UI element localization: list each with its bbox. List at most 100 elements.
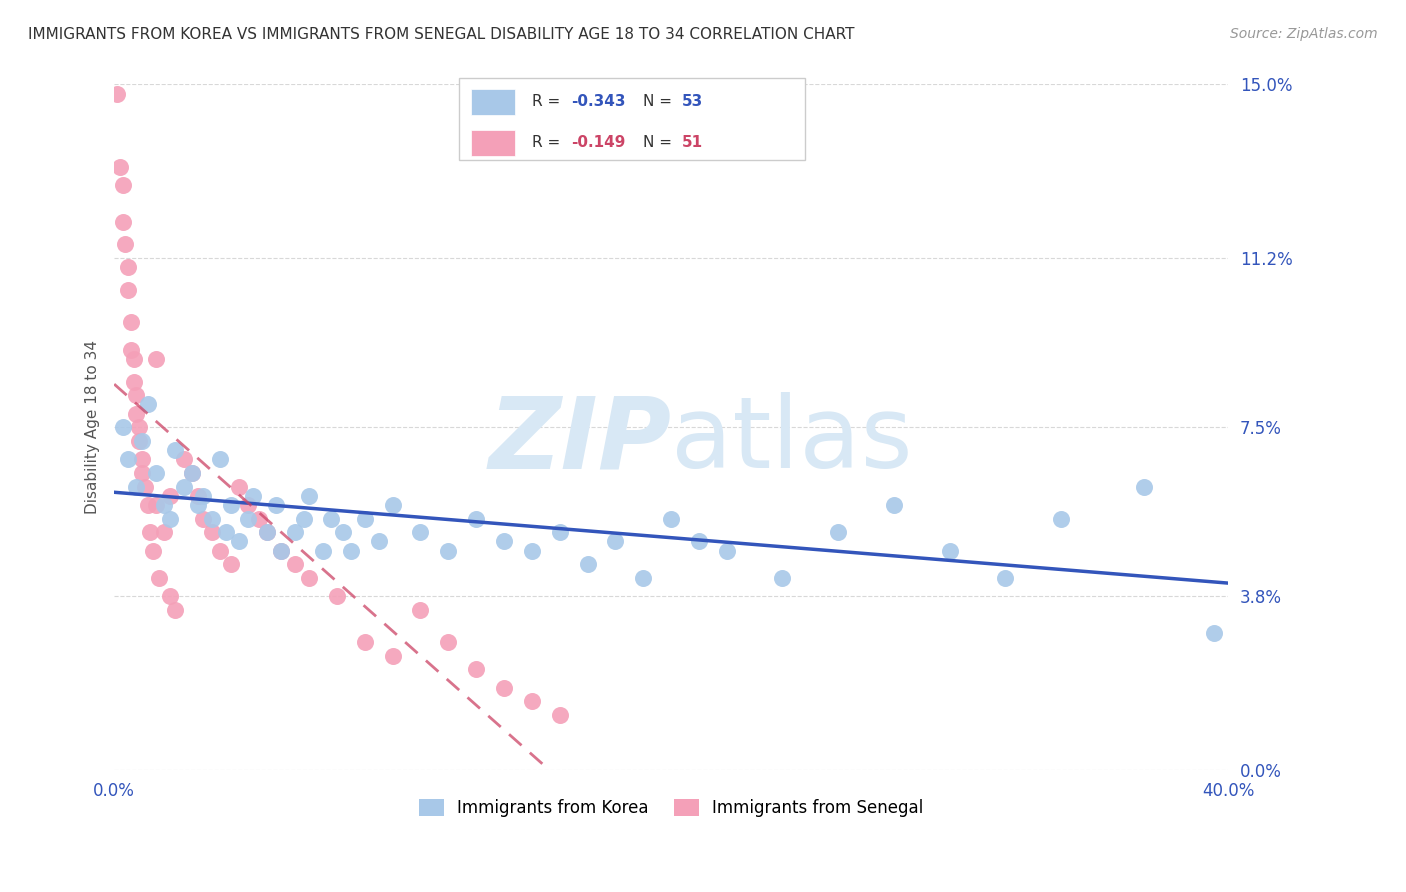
Point	[111, 178, 134, 192]
Point	[938, 543, 960, 558]
Point	[1204, 626, 1226, 640]
Point	[353, 635, 375, 649]
Point	[122, 375, 145, 389]
Point	[1050, 511, 1073, 525]
Point	[145, 466, 167, 480]
Point	[131, 466, 153, 480]
Point	[159, 590, 181, 604]
Point	[605, 534, 627, 549]
Y-axis label: Disability Age 18 to 34: Disability Age 18 to 34	[86, 340, 100, 514]
Text: Source: ZipAtlas.com: Source: ZipAtlas.com	[1230, 27, 1378, 41]
Point	[437, 635, 460, 649]
Point	[332, 525, 354, 540]
Point	[131, 434, 153, 448]
Point	[122, 351, 145, 366]
Point	[465, 511, 488, 525]
Text: N =: N =	[644, 94, 678, 109]
Point	[340, 543, 363, 558]
Point	[219, 498, 242, 512]
Point	[492, 534, 515, 549]
Point	[128, 420, 150, 434]
Point	[437, 543, 460, 558]
Point	[208, 452, 231, 467]
FancyBboxPatch shape	[460, 78, 804, 160]
Point	[353, 511, 375, 525]
Point	[108, 160, 131, 174]
Point	[548, 708, 571, 723]
Point	[114, 237, 136, 252]
Point	[321, 511, 343, 525]
Point	[128, 434, 150, 448]
Legend: Immigrants from Korea, Immigrants from Senegal: Immigrants from Korea, Immigrants from S…	[412, 792, 929, 823]
Point	[117, 452, 139, 467]
Text: ZIP: ZIP	[488, 392, 671, 490]
Point	[125, 388, 148, 402]
Text: N =: N =	[644, 136, 678, 150]
Point	[247, 511, 270, 525]
Point	[173, 480, 195, 494]
Point	[142, 543, 165, 558]
Text: R =: R =	[531, 136, 565, 150]
FancyBboxPatch shape	[471, 88, 515, 114]
Point	[201, 525, 224, 540]
Point	[236, 498, 259, 512]
Point	[111, 214, 134, 228]
Text: -0.149: -0.149	[571, 136, 626, 150]
Point	[298, 489, 321, 503]
Point	[520, 543, 543, 558]
Point	[136, 498, 159, 512]
Point	[548, 525, 571, 540]
Point	[292, 511, 315, 525]
Point	[465, 663, 488, 677]
Point	[187, 498, 209, 512]
Point	[242, 489, 264, 503]
Point	[125, 480, 148, 494]
Point	[298, 571, 321, 585]
Point	[520, 694, 543, 708]
Point	[165, 603, 187, 617]
Point	[117, 260, 139, 275]
Point	[165, 443, 187, 458]
Point	[219, 558, 242, 572]
Point	[284, 525, 307, 540]
Point	[270, 543, 292, 558]
Point	[173, 452, 195, 467]
Point	[270, 543, 292, 558]
FancyBboxPatch shape	[471, 129, 515, 156]
Text: 51: 51	[682, 136, 703, 150]
Point	[633, 571, 655, 585]
Point	[409, 525, 432, 540]
Point	[153, 525, 176, 540]
Point	[136, 397, 159, 411]
Point	[326, 590, 349, 604]
Point	[228, 480, 250, 494]
Point	[994, 571, 1017, 585]
Point	[716, 543, 738, 558]
Point	[409, 603, 432, 617]
Point	[264, 498, 287, 512]
Point	[256, 525, 278, 540]
Point	[827, 525, 849, 540]
Point	[228, 534, 250, 549]
Point	[214, 525, 236, 540]
Point	[883, 498, 905, 512]
Point	[117, 283, 139, 297]
Point	[111, 420, 134, 434]
Point	[688, 534, 710, 549]
Point	[145, 351, 167, 366]
Point	[208, 543, 231, 558]
Point	[120, 343, 142, 357]
Text: 53: 53	[682, 94, 703, 109]
Point	[576, 558, 599, 572]
Point	[139, 525, 162, 540]
Point	[381, 648, 404, 663]
Point	[145, 498, 167, 512]
Point	[772, 571, 794, 585]
Point	[236, 511, 259, 525]
Point	[159, 511, 181, 525]
Point	[659, 511, 682, 525]
Point	[284, 558, 307, 572]
Point	[187, 489, 209, 503]
Point	[125, 407, 148, 421]
Point	[120, 315, 142, 329]
